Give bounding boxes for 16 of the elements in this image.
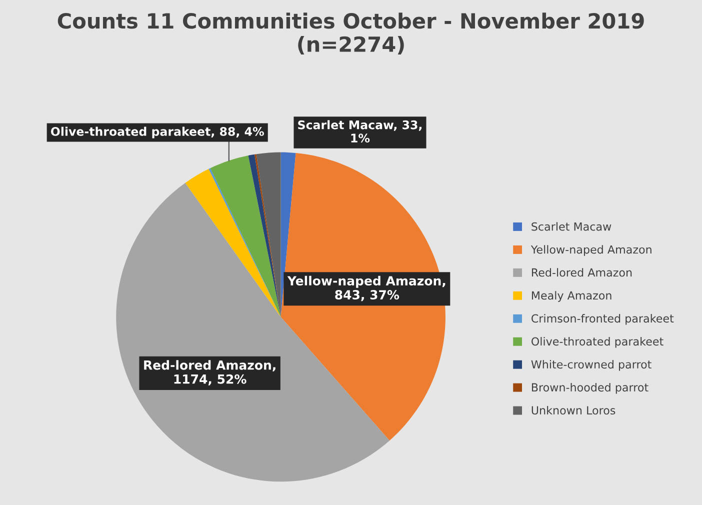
data-label: Red-lored Amazon, 1174, 52%: [144, 360, 276, 386]
chart-title: Counts 11 Communities October - November 2019 (n=2274): [58, 12, 644, 55]
legend-label: Crimson-fronted parakeet: [532, 314, 674, 325]
data-label: Scarlet Macaw, 33, 1%: [298, 120, 422, 143]
legend-label: Olive-throated parakeet: [532, 337, 664, 348]
legend-label: Brown-hooded parrot: [532, 382, 648, 394]
legend-label: Yellow-naped Amazon: [530, 245, 652, 256]
pie-slice: [248, 154, 281, 317]
legend-label: Mealy Amazon: [532, 291, 612, 302]
data-label: Yellow-naped Amazon, 843, 37%: [287, 276, 446, 302]
legend-label: Red-lored Amazon: [532, 268, 632, 277]
legend-label: Unknown Loros: [532, 406, 616, 415]
legend-label: Scarlet Macaw: [532, 222, 612, 231]
pie-slice: [185, 168, 281, 317]
data-label: Olive-throated parakeet, 88, 4%: [50, 126, 264, 138]
legend-label: White-crowned parrot: [531, 360, 652, 371]
